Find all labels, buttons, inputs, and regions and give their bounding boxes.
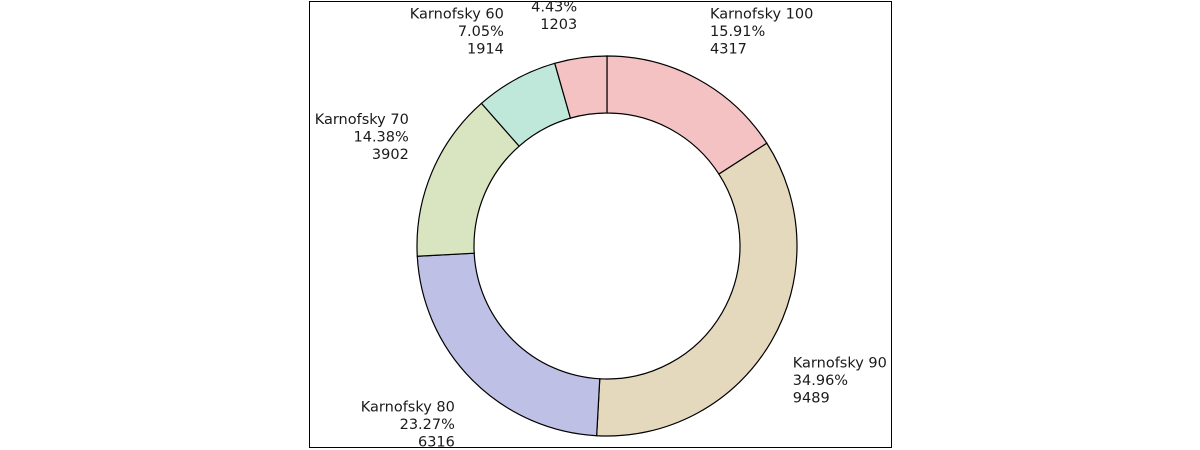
slice-percent: 4.43% <box>531 0 577 16</box>
slice-karnofsky-100 <box>606 55 768 175</box>
slice-name: Karnofsky 60 <box>410 6 504 22</box>
slice-label-karnofsky-60: Karnofsky 60 7.05% 1914 <box>410 6 504 57</box>
slice-percent: 34.96% <box>793 373 848 389</box>
slice-count: 4317 <box>710 41 747 57</box>
slice-percent: 7.05% <box>458 24 504 40</box>
slice-label-karnofsky-100: Karnofsky 100 15.91% 4317 <box>710 6 813 57</box>
slice-karnofsky-90 <box>596 142 798 437</box>
labels-layer: Karnofsky 100 15.91% 4317 Karnofsky 90 34.96… <box>315 0 887 450</box>
slices-layer <box>416 55 798 437</box>
slice-name: Karnofsky 100 <box>710 6 813 22</box>
slice-name: Karnofsky 90 <box>793 356 887 372</box>
slice-count: 3902 <box>372 147 409 163</box>
slice-karnofsky-10-50 <box>554 55 608 119</box>
slice-percent: 14.38% <box>354 129 409 145</box>
slice-percent: 15.91% <box>710 24 765 40</box>
slice-count: 6316 <box>418 435 455 450</box>
slice-label-karnofsky-10-50: Karnofsky 10-504.43%1203 <box>459 0 577 33</box>
slice-name: Karnofsky 80 <box>361 400 455 416</box>
slice-percent: 23.27% <box>400 417 455 433</box>
slice-count: 9489 <box>793 391 830 407</box>
slice-label-karnofsky-80: Karnofsky 80 23.27% 6316 <box>361 400 455 450</box>
slice-label-karnofsky-90: Karnofsky 90 34.96% 9489 <box>793 356 887 407</box>
slice-count: 1203 <box>540 17 577 33</box>
slice-name: Karnofsky 70 <box>315 112 409 128</box>
slice-label-karnofsky-70: Karnofsky 70 14.38% 3902 <box>315 112 409 163</box>
slice-count: 1914 <box>467 41 504 57</box>
